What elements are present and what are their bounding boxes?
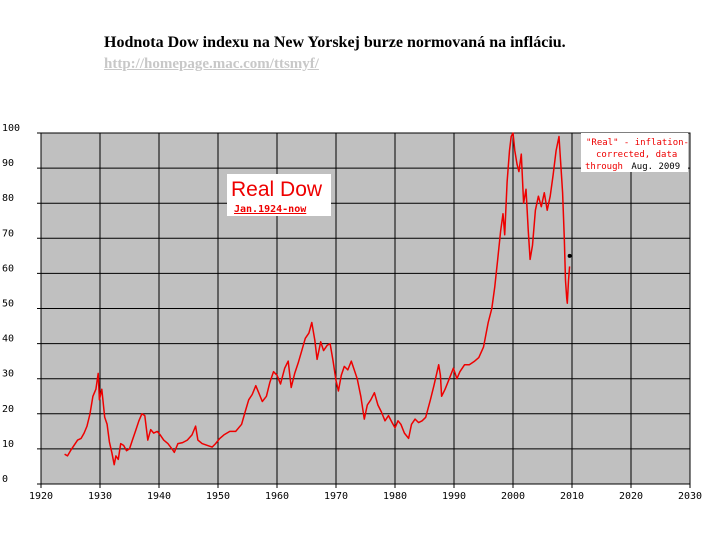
x-tick-label: 1980 [383, 491, 407, 502]
x-tick-label: 2030 [678, 491, 702, 502]
x-tick-label: 1990 [442, 491, 466, 502]
annotation-date: Aug. 2009 [631, 162, 680, 172]
chart-subtitle: Jan.1924-now [234, 204, 307, 215]
series-line-real-dow [64, 132, 571, 466]
annotation-line-1: "Real" - inflation- [586, 138, 689, 148]
source-link[interactable]: http://homepage.mac.com/ttsmyf/ [104, 56, 319, 72]
y-tick-label: 70 [2, 228, 14, 239]
y-tick-label: 100 [2, 123, 20, 134]
annotation-line-2: corrected, data [596, 150, 677, 160]
y-tick-label: 30 [2, 369, 14, 380]
x-tick-label: 1940 [147, 491, 171, 502]
page-title: Hodnota Dow indexu na New Yorskej burze … [104, 34, 566, 51]
x-tick-label: 2000 [501, 491, 525, 502]
x-tick-label: 1930 [88, 491, 112, 502]
x-tick-label: 1920 [29, 491, 53, 502]
x-tick-label: 1950 [206, 491, 230, 502]
y-tick-label: 10 [2, 439, 14, 450]
x-tick-label: 2020 [619, 491, 643, 502]
x-tick-label: 1960 [265, 491, 289, 502]
y-tick-label: 40 [2, 334, 14, 345]
chart-title: Real Dow [231, 178, 323, 201]
y-tick-label: 60 [2, 263, 14, 274]
annotation-box: "Real" - inflation- corrected, data thro… [581, 133, 689, 172]
tick-labels: 1920 1930 1940 1950 1960 1970 1980 1990 2000 2010… [2, 123, 702, 502]
y-tick-label: 20 [2, 404, 14, 415]
y-tick-label: 90 [2, 158, 14, 169]
y-tick-label: 0 [2, 474, 8, 485]
x-tick-label: 1970 [324, 491, 348, 502]
annotation-through: through [585, 162, 623, 172]
y-tick-label: 50 [2, 299, 14, 310]
current-value-marker [567, 253, 572, 258]
y-tick-label: 80 [2, 193, 14, 204]
chart-title-box: Real Dow Jan.1924-now [227, 174, 331, 216]
x-tick-label: 2010 [560, 491, 584, 502]
annotation-line-3: through Aug. 2009 [585, 162, 680, 172]
